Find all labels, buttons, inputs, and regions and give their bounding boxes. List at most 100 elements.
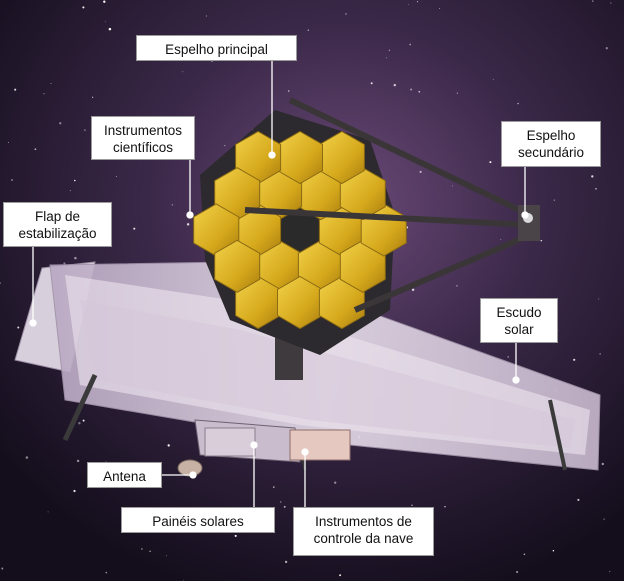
star <box>592 0 594 2</box>
star <box>609 570 611 573</box>
star <box>603 518 605 520</box>
star <box>283 505 286 508</box>
star <box>91 96 94 98</box>
star <box>59 122 62 125</box>
star <box>388 49 391 51</box>
star <box>69 190 71 192</box>
star <box>25 456 29 459</box>
star <box>182 71 184 73</box>
star <box>489 161 492 164</box>
star <box>410 88 413 91</box>
star <box>186 223 190 226</box>
star <box>7 141 9 144</box>
star <box>598 298 600 300</box>
star <box>345 13 347 15</box>
star <box>149 550 151 552</box>
star <box>601 462 605 466</box>
secondary-mirror <box>518 205 540 241</box>
star <box>76 459 80 463</box>
star <box>573 358 576 361</box>
label-espelho-principal: Espelho principal <box>136 35 297 61</box>
star <box>610 2 612 4</box>
spacecraft-bus <box>194 419 351 463</box>
primary-mirror <box>193 130 407 330</box>
star <box>104 21 106 23</box>
star <box>78 422 81 425</box>
star <box>553 199 555 201</box>
star <box>165 555 167 557</box>
star <box>284 560 288 564</box>
star <box>279 501 282 503</box>
star <box>17 326 20 329</box>
star <box>11 179 13 181</box>
star <box>591 175 594 178</box>
star <box>205 15 207 17</box>
star <box>552 550 555 552</box>
star <box>307 29 309 31</box>
star <box>456 285 458 287</box>
star <box>74 256 77 260</box>
star <box>133 227 136 230</box>
star <box>43 93 45 95</box>
star <box>1 567 4 570</box>
leader-lines <box>29 60 529 507</box>
star <box>115 176 117 178</box>
star <box>417 1 419 3</box>
star <box>82 419 85 422</box>
star <box>577 498 580 501</box>
star <box>370 82 373 85</box>
star <box>411 504 413 506</box>
star <box>105 571 108 574</box>
star <box>272 486 275 488</box>
star <box>167 444 170 447</box>
star <box>439 7 441 10</box>
star <box>516 570 519 574</box>
star <box>409 43 412 46</box>
star <box>419 170 422 174</box>
label-escudo-solar: Escudo solar <box>480 298 558 343</box>
star <box>386 57 388 59</box>
star <box>500 238 502 240</box>
star <box>84 129 86 131</box>
label-instrumentos-controle: Instrumentos de controle da nave <box>293 507 434 556</box>
star <box>517 102 519 105</box>
star <box>605 47 608 50</box>
star <box>595 188 597 190</box>
star <box>224 144 226 147</box>
star <box>523 553 526 555</box>
star <box>34 148 37 151</box>
star <box>63 262 66 265</box>
star <box>171 204 173 206</box>
star <box>14 88 17 91</box>
star <box>334 481 337 484</box>
star <box>599 353 601 355</box>
sunshield <box>49 261 601 471</box>
star <box>540 239 543 242</box>
star <box>82 6 85 9</box>
label-paineis-solares: Painéis solares <box>121 507 275 533</box>
star <box>183 579 185 581</box>
star <box>492 78 494 80</box>
mirror-segment <box>214 239 261 293</box>
star <box>451 185 453 187</box>
star <box>339 574 342 577</box>
star <box>287 90 290 92</box>
label-instrumentos-cientificos: Instrumentos científicos <box>91 116 195 160</box>
star <box>47 511 49 513</box>
star <box>108 27 112 31</box>
star <box>456 92 458 94</box>
star <box>73 489 76 493</box>
star <box>393 83 397 87</box>
label-antena: Antena <box>87 462 162 488</box>
star <box>444 505 446 508</box>
star <box>0 282 1 284</box>
secondary-mirror-struts <box>244 97 532 313</box>
star <box>418 90 421 93</box>
star <box>103 0 106 3</box>
label-espelho-secundario: Espelho secundário <box>501 121 601 167</box>
star <box>407 4 409 5</box>
label-flap-estabilizacao: Flap de estabilização <box>3 202 112 247</box>
star <box>234 534 237 537</box>
star <box>50 83 52 85</box>
